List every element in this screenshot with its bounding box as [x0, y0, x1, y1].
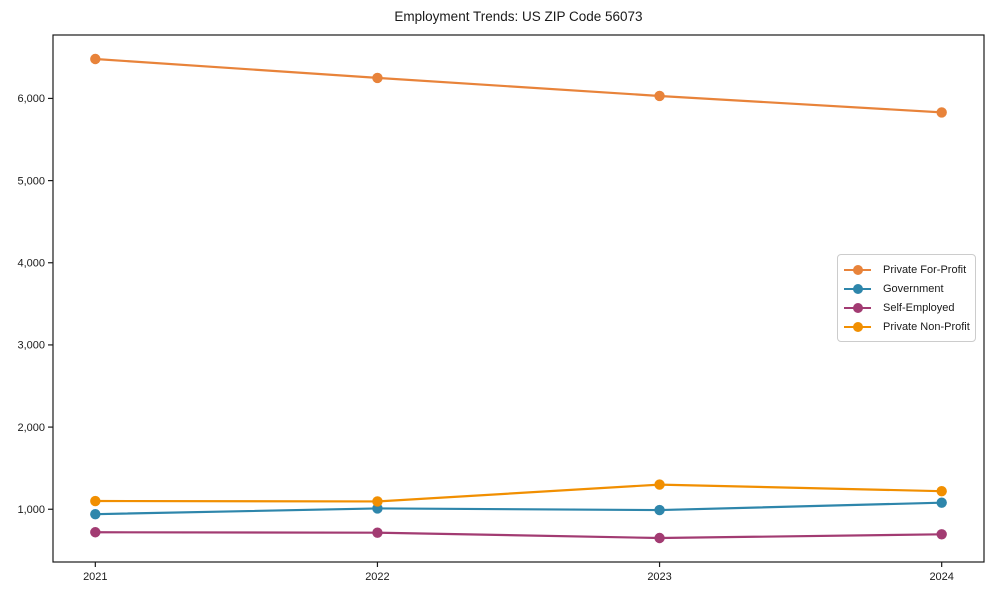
series-line-self-employed: [95, 531, 942, 540]
data-point: [936, 107, 947, 118]
legend-label: Government: [883, 282, 944, 295]
x-tick-label: 2023: [647, 571, 671, 583]
data-point: [936, 497, 947, 508]
legend-label: Private For-Profit: [883, 263, 967, 276]
series-line-private-non-profit: [95, 483, 942, 503]
x-tick-label: 2021: [83, 571, 107, 583]
y-tick-label: 1,000: [17, 504, 45, 516]
legend-marker-icon: [844, 283, 871, 294]
series-line-government: [95, 501, 942, 516]
data-point: [90, 508, 101, 520]
legend-marker-icon: [844, 321, 871, 332]
data-point: [936, 485, 947, 497]
plot-frame: [52, 34, 985, 563]
legend-label: Private Non-Profit: [883, 320, 970, 333]
chart-title: Employment Trends: US ZIP Code 56073: [394, 9, 643, 24]
legend-marker-icon: [844, 264, 871, 275]
data-point: [90, 495, 101, 507]
y-tick-label: 3,000: [17, 340, 45, 352]
data-point: [90, 527, 101, 538]
legend-item: Private For-Profit: [844, 260, 967, 279]
y-tick-label: 5,000: [17, 175, 45, 187]
x-tick-label: 2022: [365, 571, 389, 583]
data-point: [90, 53, 101, 65]
data-point: [654, 532, 665, 544]
legend-item: Private Non-Profit: [844, 317, 970, 336]
data-point: [372, 496, 383, 507]
legend: Private For-Profit Government Self-Employe…: [837, 254, 976, 342]
x-tick-label: 2024: [929, 571, 953, 583]
series-line-private-for-profit: [95, 57, 942, 114]
data-point: [372, 72, 383, 84]
y-tick-label: 2,000: [17, 422, 45, 434]
data-point: [654, 479, 665, 490]
data-point: [654, 90, 665, 102]
y-tick-label: 6,000: [17, 93, 45, 105]
legend-item: Self-Employed: [844, 298, 967, 317]
data-point: [936, 529, 947, 540]
y-tick-label: 4,000: [17, 258, 45, 270]
legend-label: Self-Employed: [883, 301, 955, 314]
legend-item: Government: [844, 279, 967, 298]
data-point: [372, 527, 383, 538]
data-point: [654, 504, 665, 516]
legend-marker-icon: [844, 302, 871, 313]
